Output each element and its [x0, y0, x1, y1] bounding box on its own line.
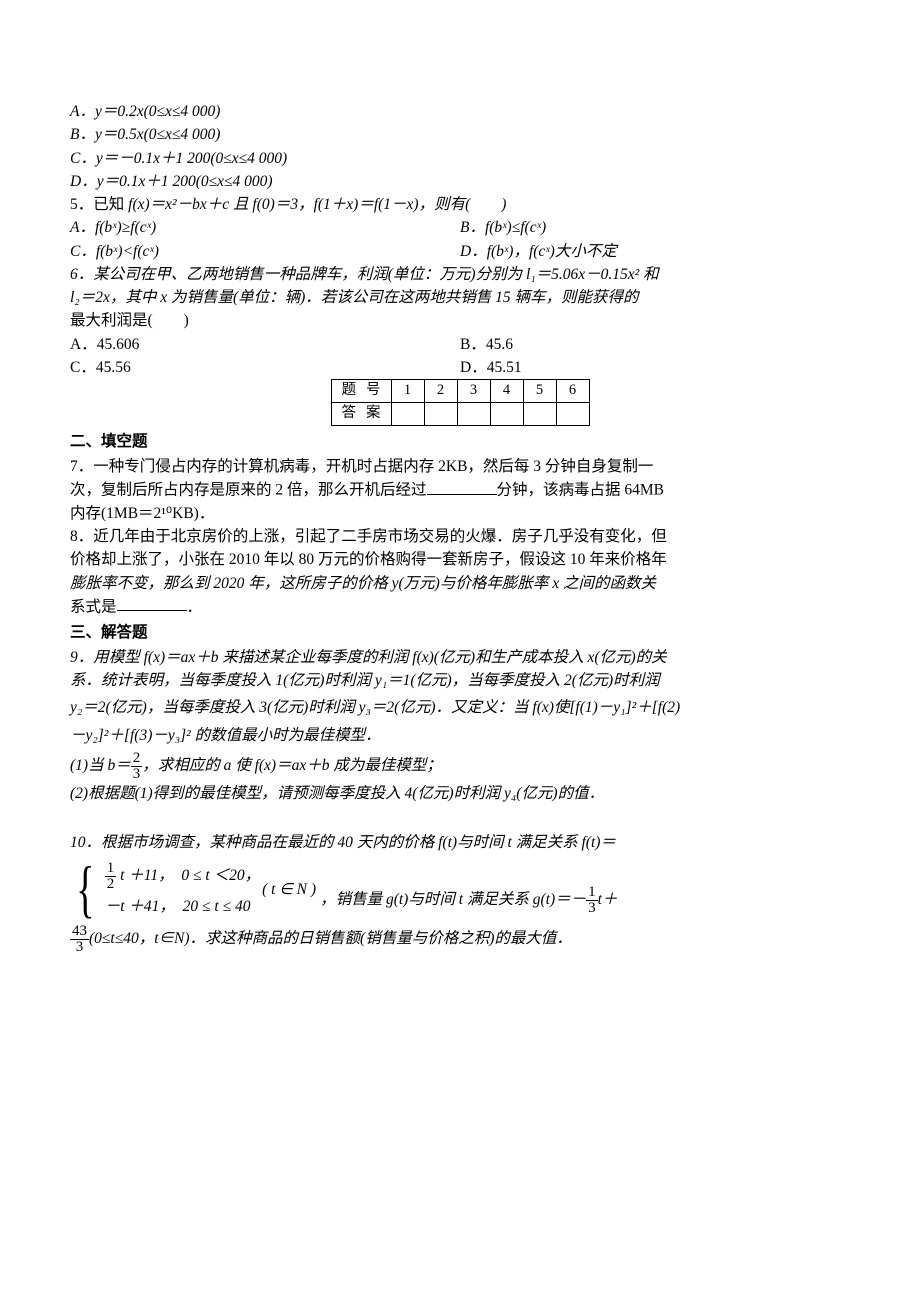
q10-last: 433(0≤t≤40，t∈N)．求这种商品的日销售额(销售量与价格之积)的最大值… — [70, 924, 850, 955]
q5-option-c: C．f(bˣ)<f(cˣ) — [70, 240, 460, 263]
q10-line1: 10．根据市场调查，某种商品在最近的 40 天内的价格 f(t)与时间 t 满足… — [70, 831, 850, 854]
q7-line1: 7．一种专门侵占内存的计算机病毒，开机时占据内存 2KB，然后每 3 分钟自身复… — [70, 455, 850, 478]
q9-line2: 系．统计表明，当每季度投入 1(亿元)时利润 y₁＝1(亿元)，当每季度投入 2… — [70, 669, 850, 692]
q4-option-d: D．y＝0.1x＋1 200(0≤x≤4 000) — [70, 170, 850, 193]
q8-line3: 膨胀率不变，那么到 2020 年，这所房子的价格 y(万元)与价格年膨胀率 x … — [70, 572, 850, 595]
q6-option-c: C．45.56 — [70, 356, 460, 379]
table-row: 答案 — [331, 402, 589, 425]
q9-line1: 9．用模型 f(x)＝ax＋b 来描述某企业每季度的利润 f(x)(亿元)和生产… — [70, 646, 850, 669]
answer-table: 题号 1 2 3 4 5 6 答案 — [331, 379, 590, 426]
q8-line4: 系式是． — [70, 595, 850, 619]
q8-line2: 价格却上涨了，小张在 2010 年以 80 万元的价格购得一套新房子，假设这 1… — [70, 548, 850, 571]
q9-line3: y₂＝2(亿元)，当每季度投入 3(亿元)时利润 y₃＝2(亿元)．又定义：当 … — [70, 696, 850, 719]
q4-option-a: A．y＝0.2x(0≤x≤4 000) — [70, 100, 850, 123]
q7-line3: 内存(1MB＝2¹⁰KB)． — [70, 502, 850, 525]
section2-heading: 二、填空题 — [70, 430, 850, 453]
q5-option-b: B．f(bˣ)≤f(cˣ) — [460, 216, 850, 239]
q6-option-a: A．45.606 — [70, 333, 460, 356]
left-brace-icon: { — [76, 867, 94, 912]
q5-stem: 5．已知 f(x)＝x²－bx＋c 且 f(0)＝3，f(1＋x)＝f(1－x)… — [70, 193, 850, 216]
q4-option-c: C．y＝－0.1x＋1 200(0≤x≤4 000) — [70, 147, 850, 170]
fill-blank[interactable] — [117, 595, 187, 612]
q6-option-d: D．45.51 — [460, 356, 850, 379]
q6-line3: 最大利润是( ) — [70, 309, 850, 332]
q9-line4: －y₂]²＋[f(3)－y₃]² 的数值最小时为最佳模型． — [70, 724, 850, 747]
q9-part1: (1)当 b＝23，求相应的 a 使 f(x)＝ax＋b 成为最佳模型； — [70, 751, 850, 782]
q6-option-b: B．45.6 — [460, 333, 850, 356]
q9-part2: (2)根据题(1)得到的最佳模型，请预测每季度投入 4(亿元)时利润 y₄(亿元… — [70, 782, 850, 805]
section3-heading: 三、解答题 — [70, 621, 850, 644]
q6-line2: l₂＝2x，其中 x 为销售量(单位：辆)．若该公司在这两地共销售 15 辆车，… — [70, 286, 850, 309]
q8-line1: 8．近几年由于北京房价的上涨，引起了二手房市场交易的火爆．房子几乎没有变化，但 — [70, 525, 850, 548]
q7-line2: 次，复制后所占内存是原来的 2 倍，那么开机后经过分钟，该病毒占据 64MB — [70, 478, 850, 502]
q6-line1: 6．某公司在甲、乙两地销售一种品牌车，利润(单位：万元)分别为 l₁＝5.06x… — [70, 263, 850, 286]
q4-option-b: B．y＝0.5x(0≤x≤4 000) — [70, 123, 850, 146]
q5-option-d: D．f(bˣ)，f(cˣ)大小不定 — [460, 240, 850, 263]
fill-blank[interactable] — [427, 478, 497, 495]
table-row: 题号 1 2 3 4 5 6 — [331, 380, 589, 403]
q5-option-a: A．f(bˣ)≥f(cˣ) — [70, 216, 460, 239]
q10-piecewise: { 12 t ＋11， 0 ≤ t ＜20， －t ＋41， 20 ≤ t ≤ … — [70, 858, 850, 921]
